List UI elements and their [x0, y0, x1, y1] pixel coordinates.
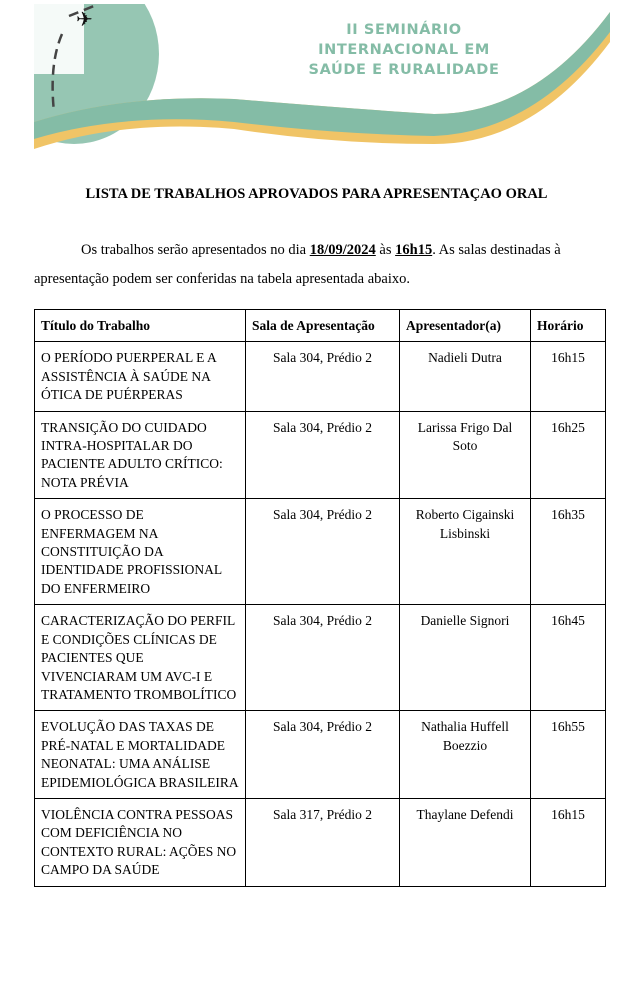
cell-time: 16h35 [530, 498, 606, 606]
table-row: O PROCESSO DE ENFERMAGEM NA CONSTITUIÇÃO… [34, 498, 606, 606]
presentation-date: 18/09/2024 [309, 242, 376, 258]
cell-room: Sala 304, Prédio 2 [245, 604, 400, 712]
cell-presenter: Danielle Signori [399, 604, 531, 712]
header-room: Sala de Apresentação [245, 308, 400, 343]
document-title: LISTA DE TRABALHOS APROVADOS PARA APRESE… [85, 186, 548, 202]
cell-title: CARACTERIZAÇÃO DO PERFIL E CONDIÇÕES CLÍ… [34, 604, 246, 712]
cell-presenter: Thaylane Defendi [399, 797, 531, 887]
cell-room: Sala 304, Prédio 2 [245, 410, 400, 500]
cell-title: O PERÍODO PUERPERAL E A ASSISTÊNCIA À SA… [34, 341, 246, 412]
cell-time: 16h45 [530, 604, 606, 712]
cell-time: 16h15 [530, 341, 606, 412]
cell-title: TRANSIÇÃO DO CUIDADO INTRA-HOSPITALAR DO… [34, 410, 246, 500]
cell-presenter: Nathalia Huffell Boezzio [399, 710, 531, 799]
cell-presenter: Nadieli Dutra [399, 341, 531, 412]
table-row: O PERÍODO PUERPERAL E A ASSISTÊNCIA À SA… [34, 341, 606, 412]
header-time: Horário [530, 308, 606, 343]
cell-time: 16h15 [530, 797, 606, 887]
cell-title: VIOLÊNCIA CONTRA PESSOAS COM DEFICIÊNCIA… [34, 797, 246, 887]
header-title: Título do Trabalho [34, 308, 246, 343]
cell-room: Sala 304, Prédio 2 [245, 710, 400, 799]
intro-paragraph: Os trabalhos serão apresentados no dia 1… [34, 236, 606, 294]
cell-title: EVOLUÇÃO DAS TAXAS DE PRÉ-NATAL E MORTAL… [34, 710, 246, 799]
table-header-row: Título do Trabalho Sala de Apresentação … [34, 308, 606, 343]
intro-text: Os trabalhos serão apresentados no dia [81, 242, 310, 258]
presentations-table: Título do Trabalho Sala de Apresentação … [34, 308, 606, 887]
event-banner: ✈ II SEMINÁRIO INTERNACIONAL EM SAÚDE E … [0, 0, 610, 168]
airplane-icon: ✈ [76, 9, 93, 31]
presentation-time: 16h15 [395, 242, 433, 258]
banner-title-line: II SEMINÁRIO [346, 22, 462, 38]
intro-text: às [375, 242, 396, 258]
table-row: EVOLUÇÃO DAS TAXAS DE PRÉ-NATAL E MORTAL… [34, 710, 606, 799]
table-row: TRANSIÇÃO DO CUIDADO INTRA-HOSPITALAR DO… [34, 410, 606, 500]
cell-time: 16h25 [530, 410, 606, 500]
cell-presenter: Roberto Cigainski Lisbinski [399, 498, 531, 606]
banner-title-line: SAÚDE E RURALIDADE [308, 62, 500, 78]
cell-room: Sala 304, Prédio 2 [245, 341, 400, 412]
cell-room: Sala 304, Prédio 2 [245, 498, 400, 606]
cell-time: 16h55 [530, 710, 606, 799]
banner-title: II SEMINÁRIO INTERNACIONAL EM SAÚDE E RU… [234, 20, 574, 80]
header-presenter: Apresentador(a) [399, 308, 531, 343]
table-row: CARACTERIZAÇÃO DO PERFIL E CONDIÇÕES CLÍ… [34, 604, 606, 712]
banner-title-line: INTERNACIONAL EM [318, 42, 490, 58]
cell-title: O PROCESSO DE ENFERMAGEM NA CONSTITUIÇÃO… [34, 498, 246, 606]
table-row: VIOLÊNCIA CONTRA PESSOAS COM DEFICIÊNCIA… [34, 797, 606, 887]
banner-graphic: ✈ [0, 0, 610, 149]
intro-text: . As salas destinadas à apresentação pod… [34, 242, 561, 287]
cell-room: Sala 317, Prédio 2 [245, 797, 400, 887]
cell-presenter: Larissa Frigo Dal Soto [399, 410, 531, 500]
